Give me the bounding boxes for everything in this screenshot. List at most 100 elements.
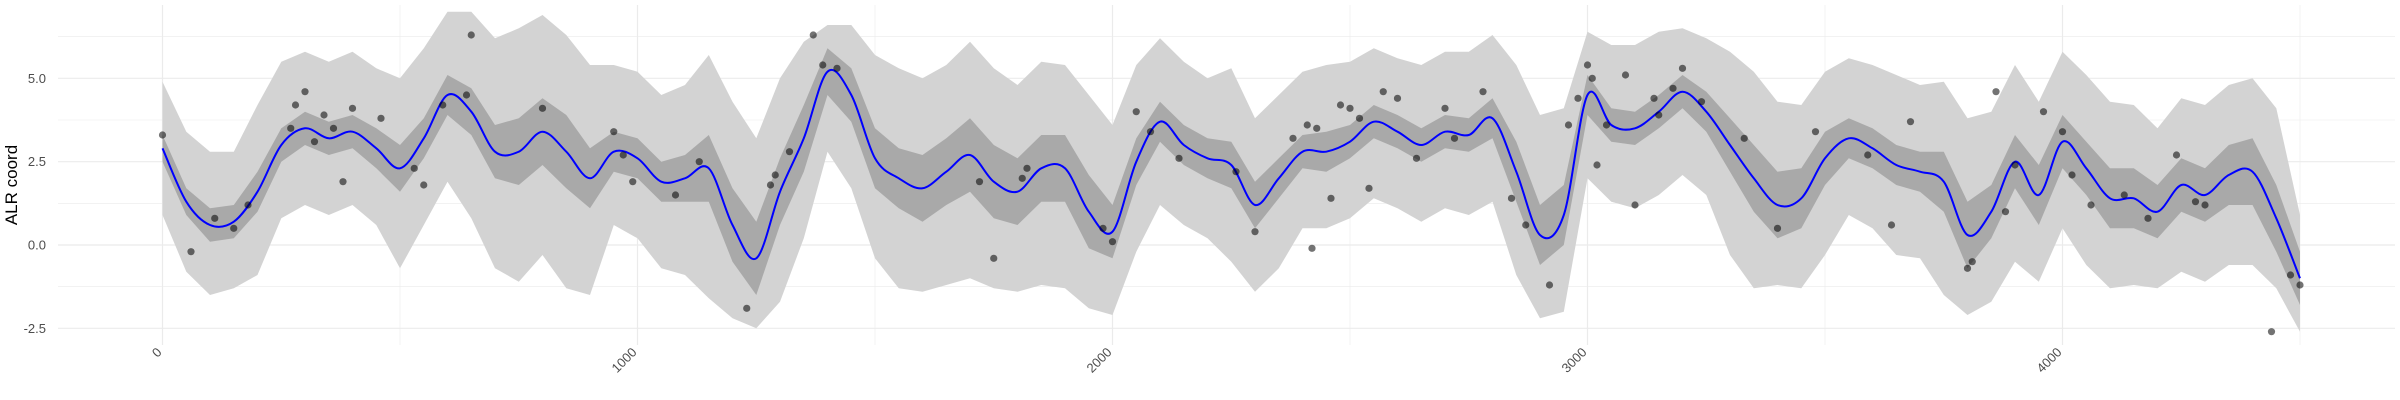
- credible-bands: [162, 11, 2300, 332]
- observation-point: [2120, 191, 2128, 199]
- observation-point: [819, 61, 827, 69]
- observation-point: [439, 101, 447, 109]
- mean-line: [161, 69, 2301, 279]
- observation-point: [1564, 121, 1573, 129]
- observation-point: [1811, 128, 1820, 136]
- y-axis-ticks: -2.5 0.0 2.5 5.0: [24, 71, 46, 336]
- observation-point: [2286, 271, 2295, 279]
- observation-point: [743, 304, 751, 312]
- observation-point: [1346, 104, 1354, 112]
- observation-point: [1479, 88, 1487, 96]
- observation-point: [785, 148, 794, 156]
- observation-point: [230, 224, 238, 232]
- observation-point: [420, 181, 428, 189]
- observation-point: [1669, 84, 1677, 92]
- observation-point: [1146, 128, 1155, 136]
- observation-point: [301, 88, 309, 96]
- observation-point: [2296, 281, 2304, 289]
- observation-point: [2001, 208, 2010, 216]
- observation-point: [1968, 258, 1976, 266]
- observation-point: [1545, 281, 1554, 289]
- observation-point: [1887, 221, 1896, 229]
- observation-point: [1379, 88, 1387, 96]
- observation-point: [1308, 244, 1316, 252]
- observation-point: [1365, 184, 1373, 192]
- y-axis-title: ALR coord: [2, 145, 21, 225]
- observation-point: [377, 114, 385, 122]
- observation-point: [187, 248, 195, 256]
- observation-point: [2267, 328, 2276, 336]
- observation-points: [158, 31, 2304, 336]
- observation-point: [1507, 194, 1516, 202]
- observation-point: [610, 128, 618, 136]
- observation-point: [619, 151, 627, 159]
- observation-point: [320, 111, 328, 119]
- observation-point: [287, 124, 295, 132]
- observation-point: [1992, 88, 2000, 96]
- observation-point: [244, 201, 252, 209]
- observation-point: [833, 64, 841, 72]
- observation-point: [1678, 64, 1687, 72]
- observation-point: [1583, 61, 1592, 69]
- observation-point: [1355, 114, 1364, 122]
- observation-point: [2144, 214, 2152, 222]
- observation-point: [538, 104, 547, 112]
- observation-point: [462, 91, 471, 99]
- observation-point: [1327, 194, 1335, 202]
- observation-point: [1602, 121, 1611, 129]
- y-tick-label: 0.0: [28, 238, 46, 253]
- observation-point: [211, 214, 219, 222]
- observation-point: [1574, 94, 1582, 102]
- observation-point: [2201, 201, 2209, 209]
- observation-point: [158, 131, 167, 139]
- observation-point: [809, 31, 817, 39]
- observation-point: [1450, 134, 1459, 142]
- observation-point: [1336, 101, 1345, 109]
- observation-point: [766, 181, 775, 189]
- observation-point: [467, 31, 475, 39]
- observation-point: [1655, 111, 1663, 119]
- observation-point: [1650, 94, 1658, 102]
- mean-line-layer: [161, 69, 2301, 279]
- observation-point: [1412, 154, 1421, 162]
- observation-point: [310, 138, 319, 146]
- inner-credible-band: [162, 48, 2300, 306]
- observation-point: [1393, 94, 1402, 102]
- observation-point: [1864, 151, 1872, 159]
- observation-point: [1023, 164, 1031, 172]
- observation-point: [2191, 198, 2200, 206]
- observation-point: [1232, 168, 1240, 176]
- observation-point: [1289, 134, 1297, 142]
- observation-point: [1251, 228, 1259, 236]
- observation-point: [1697, 98, 1706, 106]
- observation-point: [1621, 71, 1630, 79]
- observation-point: [291, 101, 300, 109]
- observation-point: [410, 164, 418, 172]
- observation-point: [329, 124, 338, 132]
- observation-point: [975, 178, 984, 186]
- observation-point: [695, 158, 703, 166]
- observation-point: [1175, 154, 1183, 162]
- observation-point: [1132, 108, 1140, 116]
- observation-point: [771, 171, 779, 179]
- observation-point: [339, 178, 347, 186]
- observation-point: [1593, 161, 1601, 169]
- observation-point: [2068, 171, 2076, 179]
- observation-point: [2011, 161, 2019, 169]
- observation-point: [1018, 174, 1026, 182]
- observation-point: [2039, 108, 2048, 116]
- y-tick-label: -2.5: [24, 321, 46, 336]
- observation-point: [1099, 224, 1107, 232]
- observation-point: [1108, 238, 1117, 246]
- observation-point: [629, 178, 637, 186]
- observation-point: [1441, 104, 1449, 112]
- y-tick-label: 2.5: [28, 154, 46, 169]
- observation-point: [1631, 201, 1639, 209]
- y-tick-label: 5.0: [28, 71, 46, 86]
- observation-point: [1740, 134, 1748, 142]
- observation-point: [2087, 201, 2095, 209]
- observation-point: [1303, 121, 1311, 129]
- observation-point: [1313, 124, 1321, 132]
- observation-point: [990, 254, 998, 262]
